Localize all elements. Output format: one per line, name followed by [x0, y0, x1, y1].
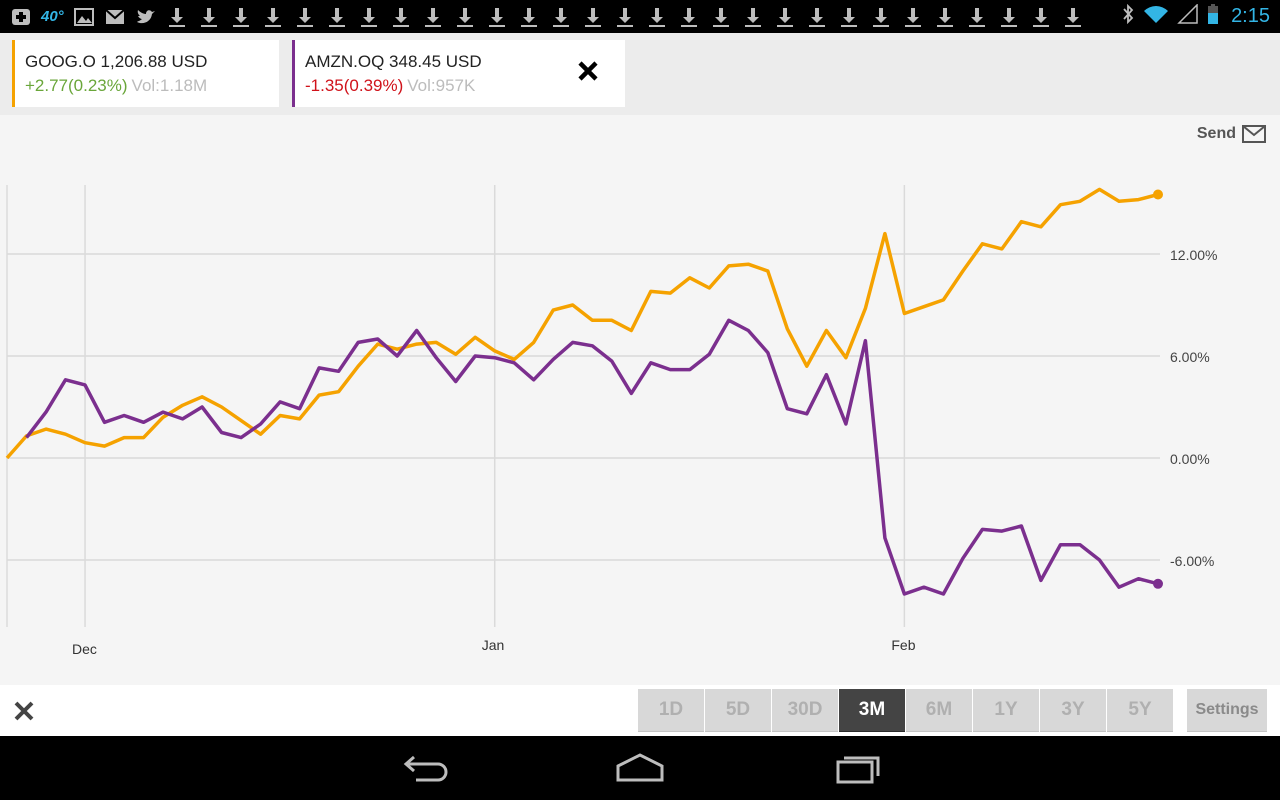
download-icon [326, 6, 348, 28]
weather-icon: 40° [41, 6, 64, 28]
back-button[interactable] [394, 752, 454, 786]
gmail-icon [104, 6, 126, 28]
download-icon [710, 6, 732, 28]
range-button-6m[interactable]: 6M [906, 689, 972, 732]
send-label: Send [1196, 125, 1236, 142]
series-line-goog.o [5, 187, 1159, 460]
download-icon [230, 6, 252, 28]
add-icon [10, 6, 32, 28]
range-button-30d[interactable]: 30D [772, 689, 838, 732]
download-icon [934, 6, 956, 28]
download-icon [390, 6, 412, 28]
send-button[interactable]: Send [1197, 125, 1266, 143]
download-icon [454, 6, 476, 28]
chart-area[interactable]: 12.00% 6.00% 0.00% -6.00% Dec Jan Feb Send [0, 115, 1280, 685]
download-icon [518, 6, 540, 28]
download-icon [422, 6, 444, 28]
close-icon [14, 701, 34, 721]
download-icon [198, 6, 220, 28]
download-icon [1030, 6, 1052, 28]
clock: 2:15 [1231, 5, 1270, 27]
download-icon [998, 6, 1020, 28]
mail-icon [1242, 125, 1266, 143]
y-tick-label: 0.00% [1170, 451, 1210, 467]
settings-button[interactable]: Settings [1187, 689, 1267, 732]
bluetooth-icon [1121, 3, 1135, 29]
x-tick-label: Feb [891, 637, 915, 653]
download-icon [294, 6, 316, 28]
x-tick-label: Jan [482, 637, 505, 653]
download-icon [774, 6, 796, 28]
remove-comparison-button[interactable] [577, 60, 599, 82]
weather-temp: 40° [41, 8, 64, 25]
close-icon [578, 61, 598, 81]
series-end-point [1153, 189, 1163, 200]
ticker-header: GOOG.O 1,206.88 USD +2.77(0.23%) Vol:1.18… [0, 33, 1280, 115]
x-tick-label: Dec [72, 641, 97, 657]
home-icon [616, 753, 664, 782]
quote-volume: Vol:1.18M [131, 76, 208, 95]
download-icon [550, 6, 572, 28]
quote-title: AMZN.OQ 348.45 USD [305, 52, 482, 71]
download-icon [742, 6, 764, 28]
recent-apps-button[interactable] [828, 752, 888, 786]
battery-icon [1207, 3, 1219, 30]
range-button-3y[interactable]: 3Y [1040, 689, 1106, 732]
image-icon [73, 6, 95, 28]
download-icon [870, 6, 892, 28]
series-line-amzn.oq [25, 318, 1159, 596]
y-tick-label: 6.00% [1170, 349, 1210, 365]
range-selector: 1D 5D 30D 3M 6M 1Y 3Y 5Y [638, 689, 1174, 732]
notification-icons: 40° [10, 0, 1094, 33]
download-icon [1062, 6, 1084, 28]
range-button-3m[interactable]: 3M [839, 689, 905, 732]
download-icon [902, 6, 924, 28]
download-icon [646, 6, 668, 28]
quote-title: GOOG.O 1,206.88 USD [25, 52, 208, 71]
download-icon [966, 6, 988, 28]
recent-apps-icon [836, 756, 880, 784]
line-chart[interactable]: 12.00% 6.00% 0.00% -6.00% Dec Jan Feb [0, 115, 1280, 685]
download-icon [614, 6, 636, 28]
download-icon [838, 6, 860, 28]
range-button-5y[interactable]: 5Y [1107, 689, 1173, 732]
quote-change: +2.77(0.23%) [25, 76, 128, 95]
quote-change: -1.35(0.39%) [305, 76, 404, 95]
chart-controls: 1D 5D 30D 3M 6M 1Y 3Y 5Y Settings [0, 685, 1280, 736]
y-tick-label: -6.00% [1170, 553, 1214, 569]
wifi-icon [1143, 4, 1169, 29]
status-bar: 40° [0, 0, 1280, 33]
download-icon [262, 6, 284, 28]
close-chart-button[interactable] [13, 700, 35, 722]
download-icon [166, 6, 188, 28]
download-icon [358, 6, 380, 28]
signal-icon [1177, 3, 1199, 29]
y-tick-label: 12.00% [1170, 247, 1217, 263]
range-button-1y[interactable]: 1Y [973, 689, 1039, 732]
range-button-1d[interactable]: 1D [638, 689, 704, 732]
download-icon [582, 6, 604, 28]
quote-card-goog[interactable]: GOOG.O 1,206.88 USD +2.77(0.23%) Vol:1.18… [12, 40, 279, 107]
quote-volume: Vol:957K [407, 76, 476, 95]
back-icon [403, 755, 448, 782]
system-icons: 2:15 [1121, 0, 1270, 33]
quote-stats: +2.77(0.23%) Vol:1.18M [25, 76, 279, 96]
navigation-bar [0, 736, 1280, 800]
quote-stats: -1.35(0.39%) Vol:957K [305, 76, 625, 96]
download-icon [806, 6, 828, 28]
series-end-point [1153, 578, 1163, 589]
range-button-5d[interactable]: 5D [705, 689, 771, 732]
twitter-icon [135, 6, 157, 28]
quote-card-amzn[interactable]: AMZN.OQ 348.45 USD -1.35(0.39%) Vol:957K [292, 40, 625, 107]
home-button[interactable] [610, 752, 670, 786]
download-icon [486, 6, 508, 28]
download-icon [678, 6, 700, 28]
